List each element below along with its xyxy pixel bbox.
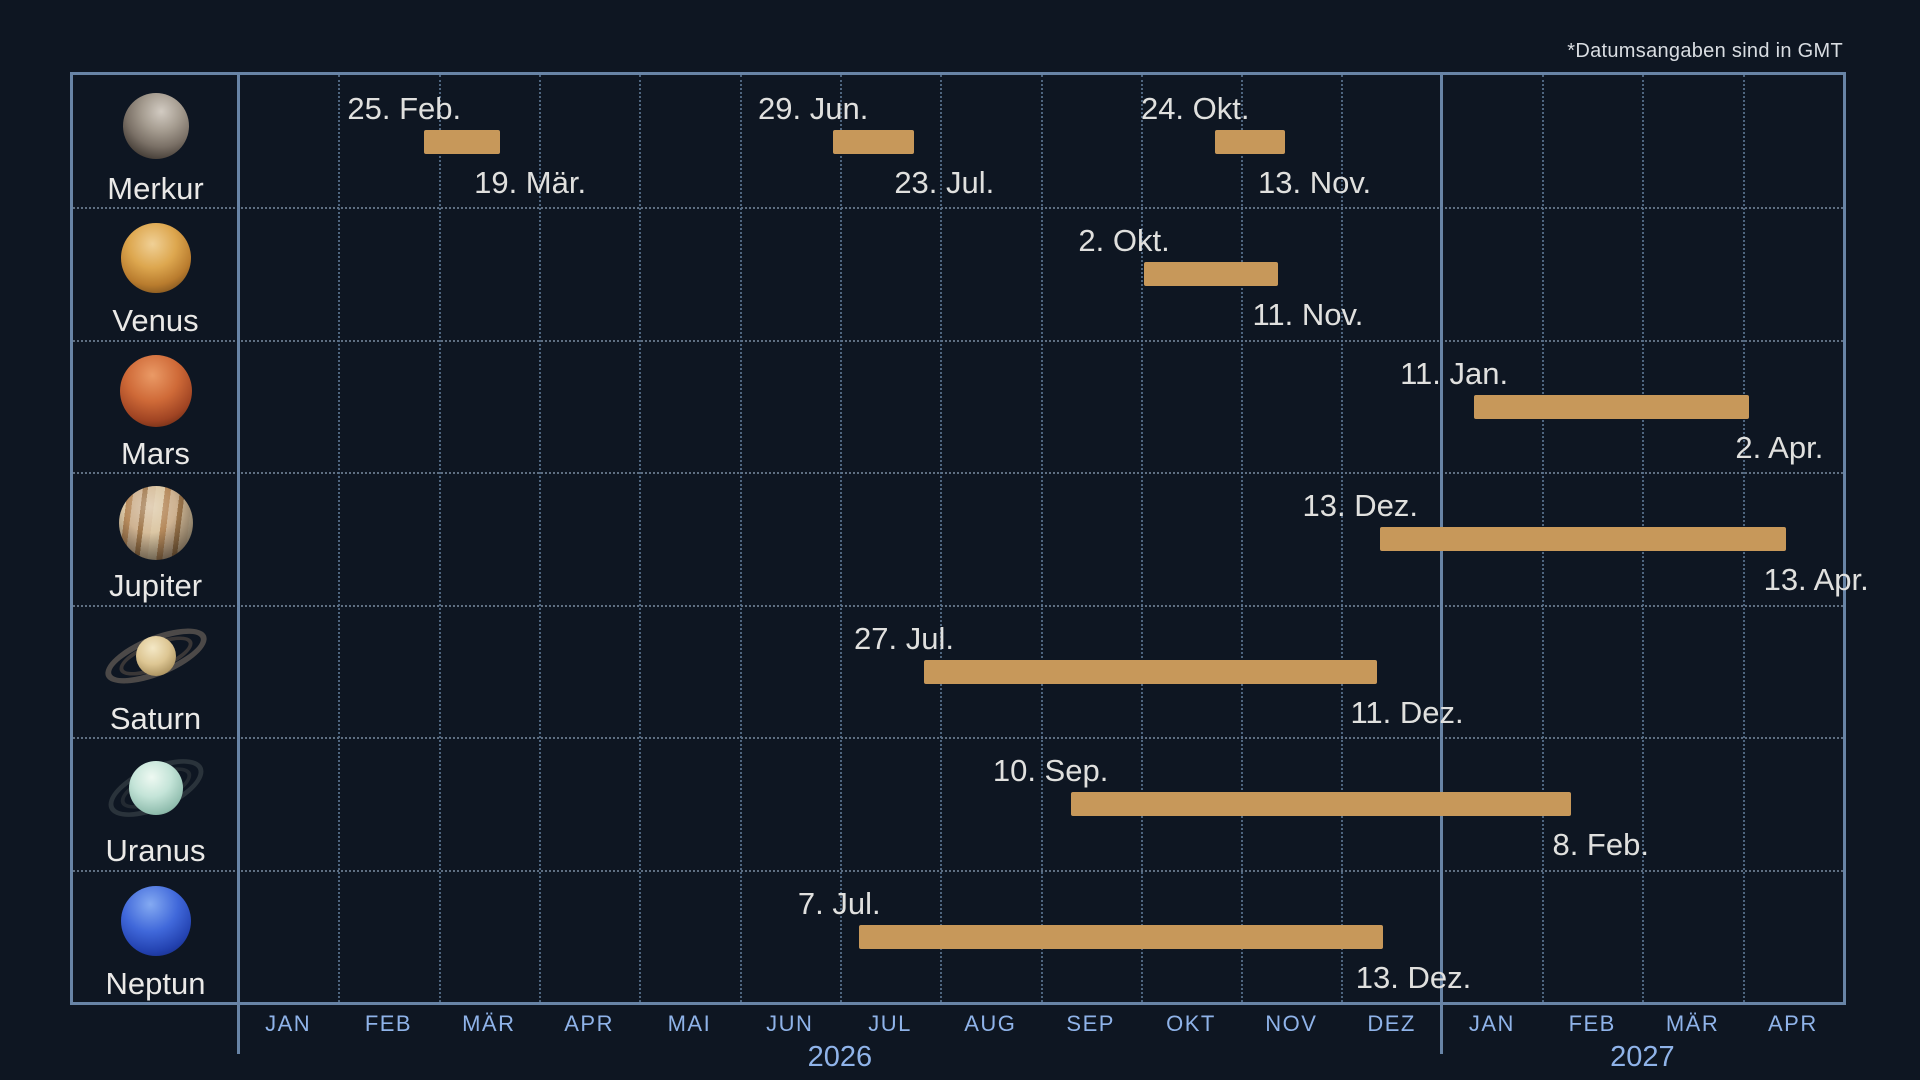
month-gridline <box>338 75 341 1002</box>
axis-month-5: JUN <box>766 1011 814 1036</box>
year-separator <box>1440 75 1444 1054</box>
axis-month-2: MÄR <box>462 1011 516 1036</box>
axis-year-2026: 2026 <box>807 1041 873 1073</box>
bar-start-date: 2. Okt. <box>1078 223 1170 259</box>
planet-name: Jupiter <box>108 568 203 604</box>
bar-start-date: 13. Dez. <box>1302 488 1418 524</box>
jupiter-sphere <box>118 486 193 561</box>
axis-month-13: FEB <box>1568 1011 1616 1036</box>
month-gridline <box>1241 75 1244 1002</box>
bar-start-date: 29. Jun. <box>758 91 869 126</box>
row-separator <box>73 737 1843 740</box>
retrograde-bar <box>859 924 1384 949</box>
bar-start-date: 24. Okt. <box>1140 91 1250 126</box>
bar-start-date: 27. Jul. <box>854 620 954 656</box>
month-gridline <box>739 75 742 1002</box>
chart-frame <box>70 72 1846 1005</box>
uranus-sphere <box>128 761 183 816</box>
axis-month-1: FEB <box>364 1011 413 1036</box>
axis-month-6: JUL <box>868 1011 912 1036</box>
planet-column-separator <box>236 75 240 1054</box>
bar-end-date: 13. Dez. <box>1355 959 1472 995</box>
retrograde-bar <box>924 659 1378 684</box>
bar-end-date: 11. Nov. <box>1252 297 1364 333</box>
axis-month-4: MAI <box>667 1011 712 1036</box>
bar-end-date: 2. Apr. <box>1735 429 1824 465</box>
planet-name: Mars <box>121 435 190 471</box>
axis-month-14: MÄR <box>1665 1011 1720 1036</box>
axis-month-0: JAN <box>265 1011 312 1036</box>
bar-start-date: 10. Sep. <box>992 753 1109 789</box>
axis-month-15: APR <box>1767 1011 1818 1036</box>
bar-end-date: 23. Jul. <box>894 165 995 200</box>
venus-sphere <box>120 223 191 294</box>
jupiter-icon <box>96 480 216 566</box>
bar-end-date: 19. Mär. <box>474 165 587 200</box>
uranus-icon <box>96 745 216 831</box>
retrograde-bar <box>1215 130 1285 154</box>
neptun-icon <box>96 878 216 964</box>
bar-end-date: 11. Dez. <box>1350 694 1464 730</box>
month-gridline <box>940 75 943 1002</box>
axis-month-7: AUG <box>964 1011 1017 1036</box>
retrograde-bar <box>424 130 501 154</box>
bar-start-date: 7. Jul. <box>797 885 881 921</box>
axis-month-11: DEZ <box>1367 1011 1416 1036</box>
axis-month-12: JAN <box>1468 1011 1515 1036</box>
merkur-sphere <box>122 93 189 159</box>
retrograde-bar <box>1070 792 1571 817</box>
gmt-footnote: *Datumsangaben sind in GMT <box>1567 40 1843 62</box>
bar-end-date: 8. Feb. <box>1552 827 1649 863</box>
month-gridline <box>538 75 541 1002</box>
saturn-sphere <box>135 635 176 676</box>
row-separator <box>73 869 1843 872</box>
merkur-icon <box>96 83 216 169</box>
venus-icon <box>96 215 216 301</box>
month-gridline <box>1341 75 1344 1002</box>
neptun-sphere <box>120 885 191 956</box>
retrograde-bar <box>1380 527 1787 552</box>
planet-name: Neptun <box>105 965 206 1001</box>
month-gridline <box>839 75 842 1002</box>
month-gridline <box>438 75 441 1002</box>
planet-name: Saturn <box>109 700 202 736</box>
month-gridline <box>639 75 642 1002</box>
row-separator <box>73 339 1843 342</box>
row-separator <box>73 207 1843 210</box>
retrograde-bar <box>1474 394 1750 419</box>
axis-year-2027: 2027 <box>1610 1041 1675 1073</box>
bar-end-date: 13. Apr. <box>1763 562 1869 598</box>
bar-start-date: 25. Feb. <box>347 91 462 126</box>
saturn-icon <box>96 613 216 699</box>
month-gridline <box>1140 75 1143 1002</box>
planet-name: Venus <box>112 303 199 339</box>
mars-sphere <box>119 354 192 427</box>
axis-month-3: APR <box>564 1011 614 1036</box>
planet-name: Uranus <box>105 833 206 869</box>
mars-icon <box>96 348 216 434</box>
bar-end-date: 13. Nov. <box>1258 165 1372 200</box>
planet-name: Merkur <box>107 171 204 206</box>
bar-start-date: 11. Jan. <box>1400 355 1509 391</box>
retrograde-bar <box>1144 262 1278 287</box>
row-separator <box>73 604 1843 607</box>
retrograde-bar <box>833 130 915 154</box>
axis-month-8: SEP <box>1066 1011 1115 1036</box>
axis-month-10: NOV <box>1265 1011 1318 1036</box>
row-separator <box>73 472 1843 475</box>
month-gridline <box>1040 75 1043 1002</box>
axis-month-9: OKT <box>1166 1011 1216 1036</box>
